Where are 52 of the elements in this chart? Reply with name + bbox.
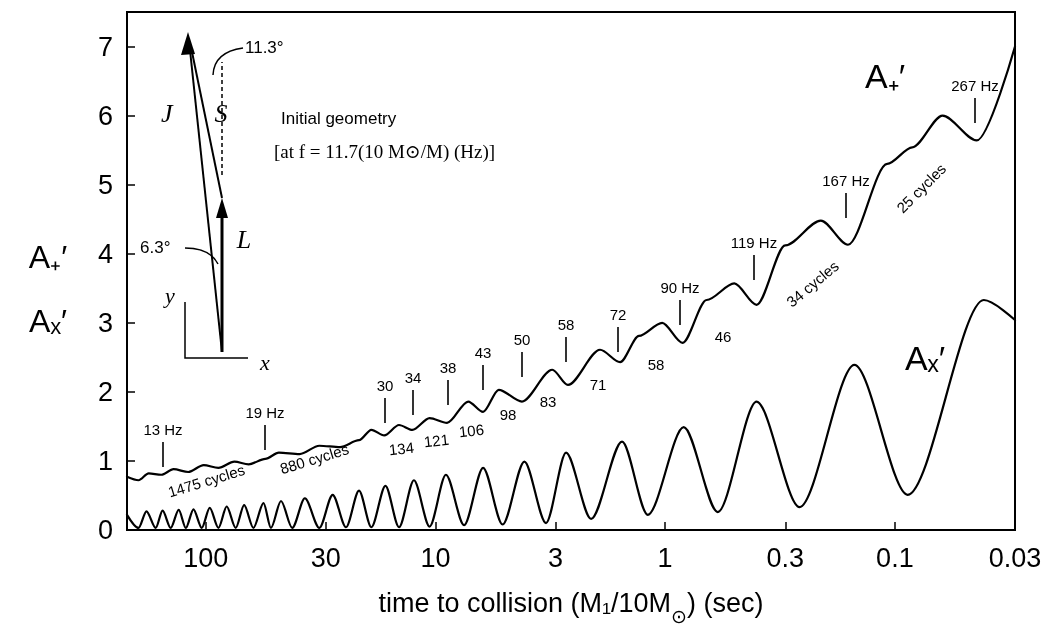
annotation: 43 (474, 344, 492, 361)
annotation: x (259, 350, 271, 375)
annotation: 6.3° (140, 238, 171, 257)
annotation: 71 (589, 376, 607, 393)
annotation: S⃗ (214, 99, 248, 128)
y-tick-label: 2 (97, 376, 113, 407)
annotation: L⃗ (235, 225, 272, 254)
y-axis-title: A₊′ Aₓ′ (28, 239, 68, 339)
annotation: 13 Hz (143, 421, 183, 438)
annotation: y (163, 283, 176, 308)
x-tick-label: 10 (420, 542, 451, 573)
annotation: 267 Hz (951, 77, 999, 94)
y-tick-label: 6 (97, 100, 113, 131)
annotation: 106 (458, 420, 485, 441)
annotation: J⃗ (161, 99, 193, 128)
annotation: 50 (513, 331, 531, 348)
annotation: 119 Hz (730, 234, 778, 251)
annotation: 167 Hz (822, 172, 870, 189)
annotation: 72 (609, 306, 627, 323)
annotation: 46 (714, 328, 732, 345)
y-tick-label: 0 (97, 515, 113, 545)
annotation: 134 (388, 438, 415, 459)
annotation: 90 Hz (660, 279, 700, 296)
annotation: 34 (404, 369, 422, 386)
x-axis-title: time to collision (M₁/10M$_{⊙}$) (sec) (378, 588, 764, 626)
x-tick-label: 100 (183, 542, 229, 573)
y-tick-label: 1 (97, 445, 113, 476)
x-tick-label: 30 (310, 542, 341, 573)
annotation: 98 (499, 406, 517, 423)
annotation: 30 (376, 377, 394, 394)
y-tick-label: 3 (97, 307, 113, 338)
x-tick-label: 3 (548, 542, 564, 573)
x-tick-label: 0.1 (876, 542, 914, 573)
annotation: 880 cycles (278, 440, 351, 478)
y-tick-label: 7 (97, 31, 113, 62)
annotation: 121 (423, 430, 450, 451)
annotation: 19 Hz (245, 404, 285, 421)
annotation: 11.3° (245, 38, 284, 57)
annotation: 83 (539, 393, 557, 410)
series-label: A₊′ (864, 57, 906, 95)
annotation: 58 (647, 356, 665, 373)
y-tick-label: 5 (97, 169, 113, 200)
x-tick-label: 1 (657, 542, 673, 573)
annotation: Initial geometry (281, 109, 397, 128)
annotation: 58 (557, 316, 575, 333)
annotation: [at f = 11.7(10 M⊙/M) (Hz)] (274, 141, 496, 163)
annotation: 38 (439, 359, 457, 376)
annotation: 1475 cycles (166, 461, 247, 501)
x-tick-label: 0.3 (766, 542, 805, 573)
y-tick-label: 4 (97, 238, 113, 269)
x-tick-label: 0.03 (988, 542, 1042, 573)
series-label: Aₓ′ (904, 339, 946, 377)
